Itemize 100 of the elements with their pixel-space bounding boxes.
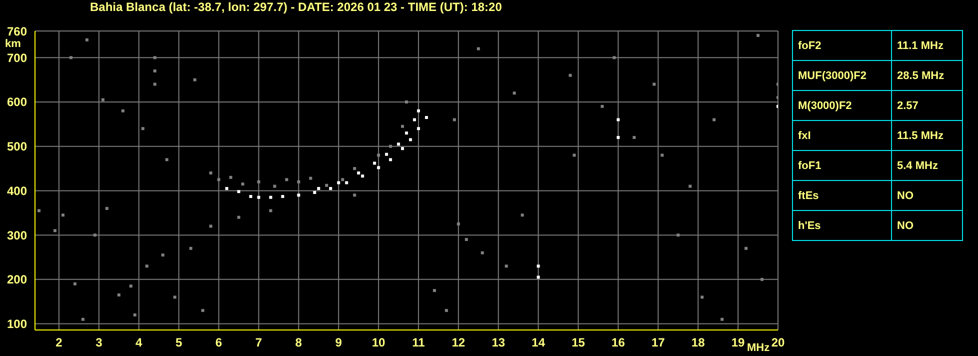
point — [424, 116, 428, 120]
point — [189, 246, 192, 250]
point — [297, 194, 300, 197]
x-tick-label: 20 — [771, 336, 785, 350]
point — [81, 318, 84, 321]
point — [520, 214, 524, 217]
point — [720, 318, 724, 321]
point — [476, 47, 480, 50]
point — [401, 147, 404, 150]
text: 11.1 MHz — [897, 40, 944, 52]
category-label: fxI — [792, 120, 892, 150]
point — [744, 246, 748, 250]
point — [600, 104, 604, 108]
category-label: MUF(3000)F2 — [792, 60, 892, 90]
x-tick-label: 6 — [215, 336, 222, 350]
y-tick-label: 100 — [6, 317, 28, 332]
point — [249, 194, 252, 198]
point — [568, 74, 572, 77]
point — [432, 289, 436, 292]
point — [700, 296, 704, 299]
point — [676, 234, 680, 237]
point — [153, 69, 156, 72]
point — [504, 264, 508, 268]
point — [129, 284, 132, 288]
point — [217, 178, 220, 182]
text: 11.5 MHz — [897, 130, 944, 142]
x-tick-label: 8 — [295, 336, 302, 350]
point — [101, 98, 104, 102]
text: 28.5 MHz — [897, 70, 944, 82]
point — [165, 158, 168, 162]
chart-title: Bahia Blanca (lat: -38.7, lon: 297.7) - DATE: 2026 01 23 - TIME (UT): 18:20 — [90, 0, 502, 14]
point — [632, 136, 636, 139]
point — [345, 181, 348, 184]
category-label: foF1 — [792, 150, 892, 180]
point — [297, 180, 300, 184]
x-axis-title: MHz — [747, 342, 770, 354]
point — [416, 127, 420, 130]
point — [209, 224, 212, 228]
point — [416, 109, 420, 112]
point — [397, 142, 400, 146]
point — [444, 308, 448, 312]
point — [73, 282, 76, 286]
category-label: M(3000)F2 — [792, 90, 892, 120]
point — [377, 154, 380, 157]
x-tick-label: 13 — [492, 336, 506, 350]
point — [93, 234, 96, 237]
point — [37, 209, 40, 212]
x-tick-label: 10 — [372, 336, 386, 350]
x-tick-label: 16 — [612, 336, 626, 350]
point — [121, 109, 124, 112]
point — [329, 186, 332, 190]
point — [536, 264, 540, 268]
text: NO — [897, 220, 914, 232]
point — [456, 222, 460, 226]
point — [269, 209, 272, 212]
point — [756, 34, 760, 37]
point — [237, 190, 240, 194]
point — [405, 100, 408, 104]
point — [408, 138, 412, 142]
point — [688, 184, 692, 188]
point — [201, 308, 204, 312]
point — [361, 174, 364, 178]
point — [325, 184, 328, 187]
point — [389, 158, 392, 162]
point — [133, 313, 136, 316]
x-tick-label: 11 — [412, 336, 426, 350]
point — [512, 92, 516, 95]
point — [61, 214, 64, 217]
point — [652, 82, 656, 86]
point — [141, 127, 144, 130]
point — [536, 276, 540, 279]
x-tick-label: 4 — [136, 336, 143, 350]
point — [257, 180, 260, 184]
point — [357, 171, 360, 174]
point — [193, 78, 196, 82]
point — [464, 238, 468, 241]
x-tick-label: 14 — [532, 336, 546, 350]
point — [313, 190, 316, 194]
point — [229, 176, 232, 179]
point — [616, 136, 620, 139]
point — [173, 296, 176, 299]
point — [373, 162, 376, 165]
point — [241, 182, 244, 186]
x-tick-label: 15 — [572, 336, 586, 350]
point — [53, 229, 56, 232]
y-tick-label: 600 — [6, 95, 28, 110]
point — [616, 118, 620, 122]
point — [273, 184, 276, 188]
point — [760, 278, 764, 281]
point — [377, 166, 380, 170]
point — [153, 82, 156, 86]
point — [612, 56, 616, 60]
x-tick-label: 17 — [651, 336, 666, 350]
point — [209, 171, 212, 174]
point — [317, 186, 320, 190]
x-tick-label: 19 — [731, 336, 746, 350]
point — [405, 132, 408, 135]
point — [153, 56, 156, 60]
point — [480, 251, 484, 254]
x-tick-label: 2 — [56, 336, 63, 350]
